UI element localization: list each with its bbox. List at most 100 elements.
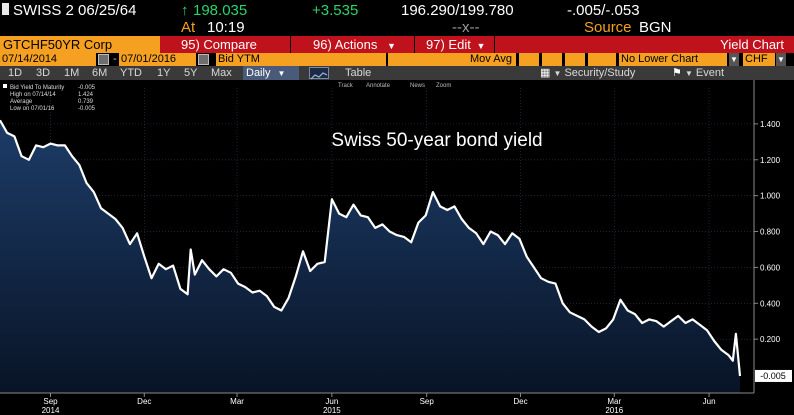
y-tick-label: 1.200	[760, 156, 781, 165]
start-date-input[interactable]: 07/14/2014	[0, 53, 96, 66]
event-button[interactable]: ⚑ ▼ Event	[672, 66, 724, 80]
function-title: Yield Chart	[720, 37, 784, 52]
legend-high-label: High on 07/14/14	[10, 92, 56, 98]
bid-ask: 196.290/199.780	[401, 2, 514, 19]
end-date-input[interactable]: 07/01/2016	[119, 53, 196, 66]
x-tick-label: Jun	[325, 397, 338, 406]
x-tick-label: Mar	[607, 397, 621, 406]
period-max[interactable]: Max	[211, 67, 232, 79]
menu-separator	[494, 36, 495, 53]
chevron-down-icon: ▼	[386, 41, 396, 51]
period-1m[interactable]: 1M	[64, 67, 80, 79]
compare-number: 95)	[181, 37, 200, 52]
legend-swatch	[3, 84, 7, 88]
chevron-down-icon[interactable]: ▼	[729, 53, 739, 66]
range-bar: 07/14/2014 - 07/01/2016 Bid YTM Mov Avg …	[0, 53, 794, 66]
frequency-label: Daily	[246, 67, 271, 79]
period-6m[interactable]: 6M	[92, 67, 108, 79]
actions-number: 96)	[313, 37, 332, 52]
chart-tools: Track Annotate News Zoom	[338, 83, 451, 89]
chevron-down-icon: ▼	[553, 69, 562, 78]
yield-line	[0, 119, 742, 377]
flag-icon: ⚑	[672, 67, 682, 79]
yield-bid-ask: -.005/-.053	[567, 2, 640, 19]
quote-size: --x--	[452, 19, 480, 36]
x-year-label: 2014	[42, 406, 60, 415]
event-label: Event	[695, 67, 725, 79]
calendar-icon[interactable]	[198, 54, 209, 65]
y-tick-label: 0.400	[760, 299, 781, 308]
legend-average-value: 0.739	[78, 99, 94, 105]
chart-area[interactable]: 1.400 1.200 1.000 0.800 0.600 0.400 0.200 Sep D…	[0, 80, 794, 415]
legend-series-value: -0.005	[78, 85, 96, 91]
ma-period-field[interactable]	[542, 53, 562, 66]
chart-title: Swiss 50-year bond yield	[331, 130, 542, 151]
y-tick-label: 1.000	[760, 192, 781, 201]
frequency-select[interactable]: Daily ▼	[243, 66, 299, 80]
ma-period-field[interactable]	[519, 53, 539, 66]
edit-number: 97)	[426, 37, 445, 52]
up-arrow-icon: ↑	[181, 2, 189, 19]
compare-label: Compare	[203, 37, 257, 52]
period-1d[interactable]: 1D	[8, 67, 23, 79]
lower-chart-select[interactable]: No Lower Chart	[619, 53, 727, 66]
chevron-down-icon: ▼	[684, 69, 693, 78]
legend-low-label: Low on 07/01/16	[10, 106, 55, 112]
y-tick-label: 0.200	[760, 335, 781, 344]
y-axis-ticks: 1.400 1.200 1.000 0.800 0.600 0.400 0.200	[754, 120, 781, 344]
menu-separator	[290, 36, 291, 53]
period-1y[interactable]: 1Y	[157, 67, 171, 79]
calendar-icon[interactable]	[98, 54, 109, 65]
edit-label: Edit	[448, 37, 471, 52]
track-tool[interactable]: Track	[338, 83, 354, 89]
pricing-source[interactable]: BGN	[639, 19, 672, 36]
legend-low-value: -0.005	[78, 106, 96, 112]
x-tick-label: Sep	[420, 397, 435, 406]
grid-icon: ▦	[540, 67, 551, 79]
compare-button[interactable]: 95) Compare	[181, 36, 257, 53]
period-3d[interactable]: 3D	[36, 67, 51, 79]
legend: Bid Yield To Maturity -0.005 High on 07/…	[3, 84, 96, 112]
last-value-label: -0.005	[760, 371, 786, 381]
last-price: 198.035	[193, 2, 248, 19]
period-ytd[interactable]: YTD	[120, 67, 142, 79]
line-chart-icon[interactable]	[309, 67, 329, 80]
quote-time: 10:19	[207, 19, 245, 36]
news-tool[interactable]: News	[410, 83, 425, 89]
yield-area	[0, 120, 740, 394]
legend-series-name: Bid Yield To Maturity	[10, 85, 64, 91]
actions-label: Actions	[334, 37, 378, 52]
time-label: At	[181, 19, 196, 36]
ma-period-field[interactable]	[565, 53, 585, 66]
price-change: +3.535	[312, 2, 359, 19]
annotate-tool[interactable]: Annotate	[366, 83, 391, 89]
security-study-button[interactable]: ▦ ▼ Security/Study	[540, 66, 635, 80]
legend-high-value: 1.424	[78, 92, 94, 98]
chevron-down-icon: ▼	[476, 41, 486, 51]
last-value-marker: -0.005	[755, 369, 792, 382]
security-name[interactable]: SWISS 2 06/25/64	[13, 2, 137, 19]
quote-header: SWISS 2 06/25/64 ↑ 198.035 +3.535 196.29…	[0, 0, 794, 36]
table-view-button[interactable]: Table	[345, 67, 372, 79]
date-separator: -	[113, 53, 117, 65]
x-tick-label: Dec	[137, 397, 151, 406]
x-tick-label: Mar	[230, 397, 244, 406]
x-axis-ticks: Sep Dec Mar Jun Sep Dec Mar Jun 2014 2015 2016	[42, 393, 716, 415]
edit-button[interactable]: 97) Edit ▼	[426, 36, 485, 53]
ma-period-field[interactable]	[588, 53, 616, 66]
x-year-label: 2015	[323, 406, 341, 415]
field-select[interactable]: Bid YTM	[216, 53, 386, 66]
zoom-tool[interactable]: Zoom	[436, 83, 451, 89]
x-tick-label: Jun	[703, 397, 716, 406]
currency-select[interactable]: CHF	[743, 53, 775, 66]
actions-button[interactable]: 96) Actions ▼	[313, 36, 396, 53]
y-tick-label: 0.600	[760, 263, 781, 272]
yield-chart[interactable]: 1.400 1.200 1.000 0.800 0.600 0.400 0.200 Sep D…	[0, 80, 794, 415]
chevron-down-icon: ▼	[277, 69, 286, 78]
security-marker-icon	[2, 3, 9, 15]
legend-average-label: Average	[10, 99, 33, 105]
chevron-down-icon[interactable]: ▼	[776, 53, 786, 66]
ticker-field[interactable]: GTCHF50YR Corp	[0, 36, 160, 53]
moving-average-select[interactable]: Mov Avg	[388, 53, 516, 66]
period-5y[interactable]: 5Y	[184, 67, 198, 79]
